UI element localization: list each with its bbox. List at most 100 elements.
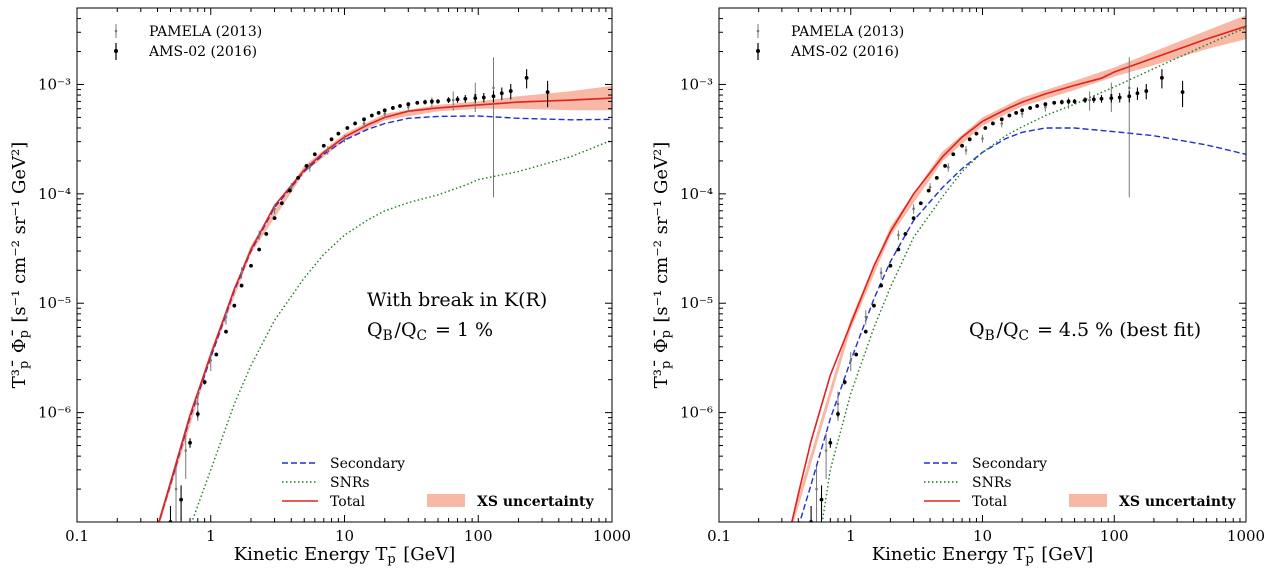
xs-uncertainty-band	[790, 15, 1246, 522]
ams-point	[455, 97, 460, 102]
ams-point	[390, 106, 395, 110]
ams-point	[1052, 100, 1057, 105]
ams-point	[214, 352, 219, 357]
pamela-point	[308, 165, 312, 169]
series-snrs-line	[821, 27, 1246, 522]
legend-secondary-label: Secondary	[972, 456, 1047, 472]
pamela-point	[946, 165, 950, 169]
ams-point	[896, 247, 901, 252]
legend-total-label: Total	[972, 494, 1008, 510]
y-tick-label: 10⁻⁶	[38, 404, 71, 422]
ams-point	[329, 137, 334, 142]
x-tick-label: 10	[973, 527, 992, 545]
y-tick-label: 10⁻⁵	[680, 294, 713, 312]
legend-xs-label: XS uncertainty	[477, 494, 595, 510]
pamela-point	[1044, 105, 1047, 109]
ams-point	[1066, 99, 1071, 104]
ams-point	[1028, 106, 1033, 110]
ams-point	[1091, 97, 1096, 102]
ams-point	[499, 91, 504, 96]
ams-point	[1109, 96, 1114, 101]
pamela-point	[362, 122, 366, 125]
pamela-point	[174, 487, 178, 491]
ams-point	[279, 201, 284, 206]
ams-point	[967, 137, 972, 142]
legend-xs-label: XS uncertainty	[1119, 494, 1237, 510]
ams-point	[1059, 100, 1064, 104]
pamela-point	[879, 271, 883, 275]
ams-point	[1160, 75, 1164, 80]
ams-point	[362, 117, 366, 122]
ams-point	[321, 143, 326, 148]
x-tick-label: 1000	[593, 527, 631, 545]
ams-point	[1035, 104, 1040, 108]
series-total-line	[791, 25, 1246, 522]
annotation-line-2: QB /QC = 4.5 % (best fit)	[969, 319, 1201, 344]
x-tick-label: 10	[335, 527, 354, 545]
ams-point	[888, 263, 893, 268]
ams-point	[446, 98, 451, 102]
chart-panel-2: 0.1 1 10 100 1000 10⁻⁶ 10⁻⁵ 10⁻⁴ 10⁻³ Kinetic Ene…	[651, 7, 1265, 567]
ams-point	[398, 104, 402, 108]
ams-point	[296, 175, 301, 180]
ams-point	[257, 247, 262, 252]
legend-ams-label: AMS-02 (2016)	[790, 44, 899, 60]
pamela-point	[407, 105, 410, 109]
ams-point	[863, 329, 868, 334]
ams-point	[1083, 98, 1087, 102]
pamela-point	[836, 402, 840, 406]
ams-point	[943, 164, 947, 168]
x-tick-label: 1	[846, 527, 856, 545]
ams-point	[951, 152, 956, 157]
pamela-point	[864, 315, 868, 319]
pamela-point	[824, 449, 828, 452]
legend-secondary-label: Secondary	[330, 456, 405, 472]
pamela-point	[257, 233, 261, 237]
x-tick-label: 1	[206, 527, 216, 545]
ams-point	[1135, 91, 1140, 96]
ams-point	[872, 303, 876, 308]
legend-ams-label: AMS-02 (2016)	[148, 44, 257, 60]
legend-snrs-label: SNRs	[972, 475, 1012, 491]
plot-area	[157, 57, 612, 522]
axes-frame	[718, 7, 1247, 523]
ams-point	[232, 303, 237, 308]
ams-point	[960, 143, 964, 148]
ams-point	[545, 90, 550, 95]
ams-point	[202, 380, 207, 385]
x-axis-label: Kinetic Energy Tp ̄ [GeV]	[872, 544, 1094, 567]
ams-point	[926, 188, 931, 193]
pamela-point	[928, 185, 932, 189]
y-tick-label: 10⁻⁴	[38, 185, 71, 203]
ams-point	[382, 108, 387, 113]
ams-point	[991, 121, 995, 126]
pamela-point	[273, 207, 276, 211]
legend-total-label: Total	[330, 494, 366, 510]
ams-point	[336, 131, 341, 136]
ams-point	[239, 283, 244, 288]
x-tick-label: 0.1	[65, 527, 89, 545]
pamela-point	[897, 233, 900, 237]
ams-point	[224, 329, 228, 334]
pamela-point	[209, 359, 213, 362]
pamela-point	[289, 185, 293, 189]
ams-point	[974, 131, 979, 136]
pamela-point	[240, 271, 243, 275]
plot-area	[790, 15, 1246, 522]
pamela-point	[1020, 112, 1024, 116]
pamela-point	[224, 315, 228, 319]
ams-point	[828, 440, 833, 445]
ams-point	[1007, 113, 1012, 118]
legend-ams-dot	[756, 49, 760, 53]
pamela-point	[815, 487, 818, 491]
y-axis-label: T³p ̄ Φp ̄ [s⁻¹ cm⁻² sr⁻¹ GeV²]	[9, 142, 32, 388]
pamela-point	[1127, 86, 1131, 90]
pamela-point	[492, 86, 495, 90]
ams-point	[345, 126, 350, 130]
ams-point	[1117, 95, 1122, 100]
y-tick-label: 10⁻⁵	[38, 294, 71, 312]
ams-point	[1144, 89, 1149, 93]
ams-point	[524, 75, 529, 80]
ams-point	[842, 380, 847, 385]
